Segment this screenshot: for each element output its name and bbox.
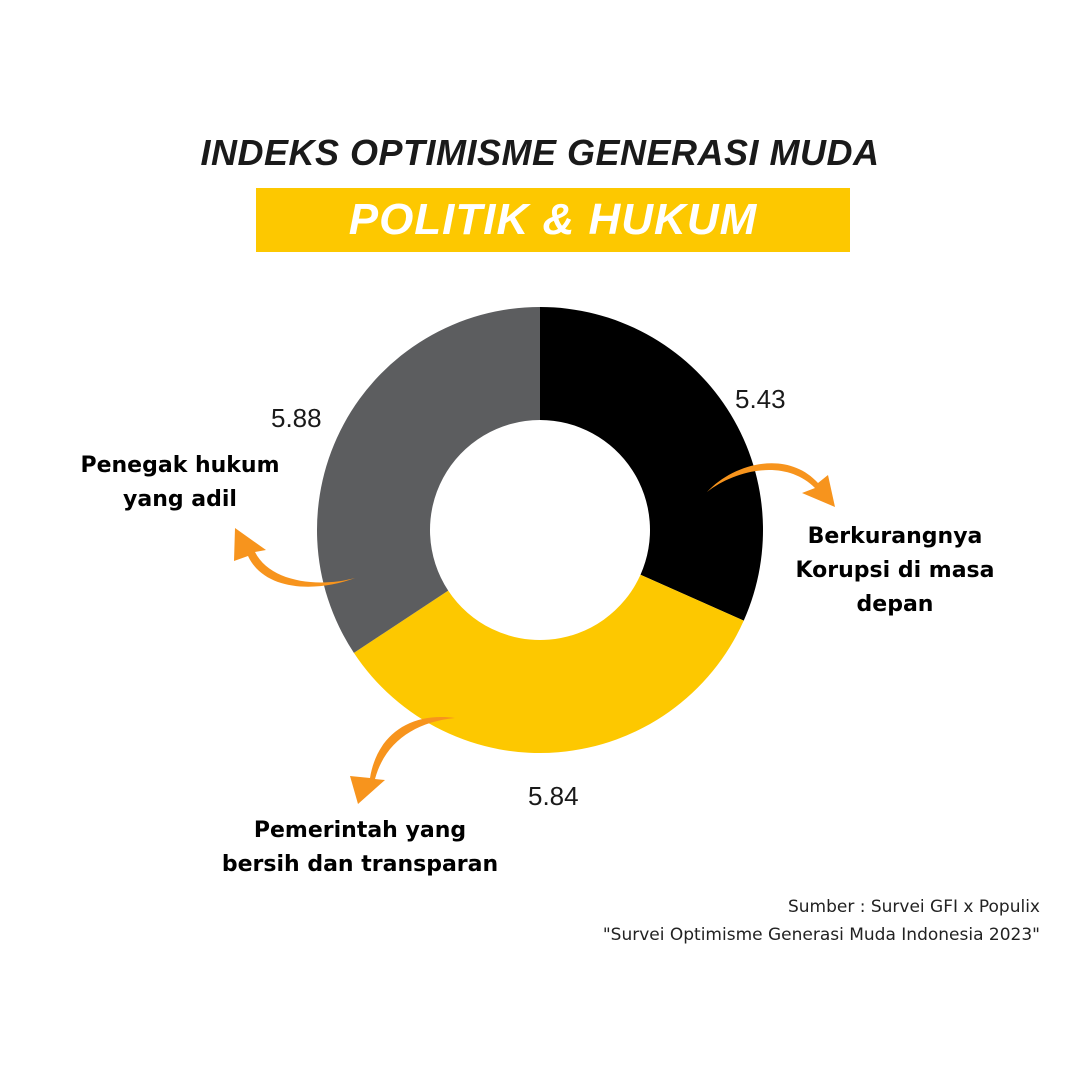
source-line-1: Sumber : Survei GFI x Populix (787, 897, 1040, 917)
category-label-penegak: Penegak hukum yang adil (60, 449, 300, 517)
arrow-korupsi (707, 463, 835, 507)
donut-slice-pemerintah (353, 574, 744, 754)
value-label-penegak: 5.88 (271, 403, 322, 433)
value-label-korupsi: 5.43 (735, 384, 786, 414)
category-banner: POLITIK & HUKUM (256, 188, 850, 252)
label-arrows (234, 463, 835, 804)
value-label-pemerintah: 5.84 (528, 781, 579, 811)
category-label-korupsi: Berkurangnya Korupsi di masa depan (780, 520, 1010, 622)
donut-slice-penegak (317, 307, 540, 653)
category-label-penegak-line-2: yang adil (123, 487, 237, 512)
category-label-pemerintah: Pemerintah yang bersih dan transparan (200, 814, 520, 882)
category-label-korupsi-line-2: Korupsi di masa (795, 558, 995, 583)
arrow-pemerintah (350, 717, 455, 804)
arrow-penegak (234, 528, 355, 587)
category-label-pemerintah-line-2: bersih dan transparan (221, 852, 499, 877)
chart-title: INDEKS OPTIMISME GENERASI MUDA (200, 132, 880, 173)
category-label-korupsi-line-1: Berkurangnya (807, 524, 983, 549)
category-label-penegak-line-1: Penegak hukum (80, 453, 280, 478)
donut-slice-korupsi (540, 307, 763, 621)
category-label-korupsi-line-3: depan (856, 592, 934, 617)
source-line-2: "Survei Optimisme Generasi Muda Indonesi… (602, 925, 1040, 945)
category-banner-text: POLITIK & HUKUM (348, 195, 758, 244)
donut-slices (317, 307, 763, 754)
category-label-pemerintah-line-1: Pemerintah yang (253, 818, 467, 843)
source-note: Sumber : Survei GFI x Populix "Survei Op… (603, 893, 1040, 949)
